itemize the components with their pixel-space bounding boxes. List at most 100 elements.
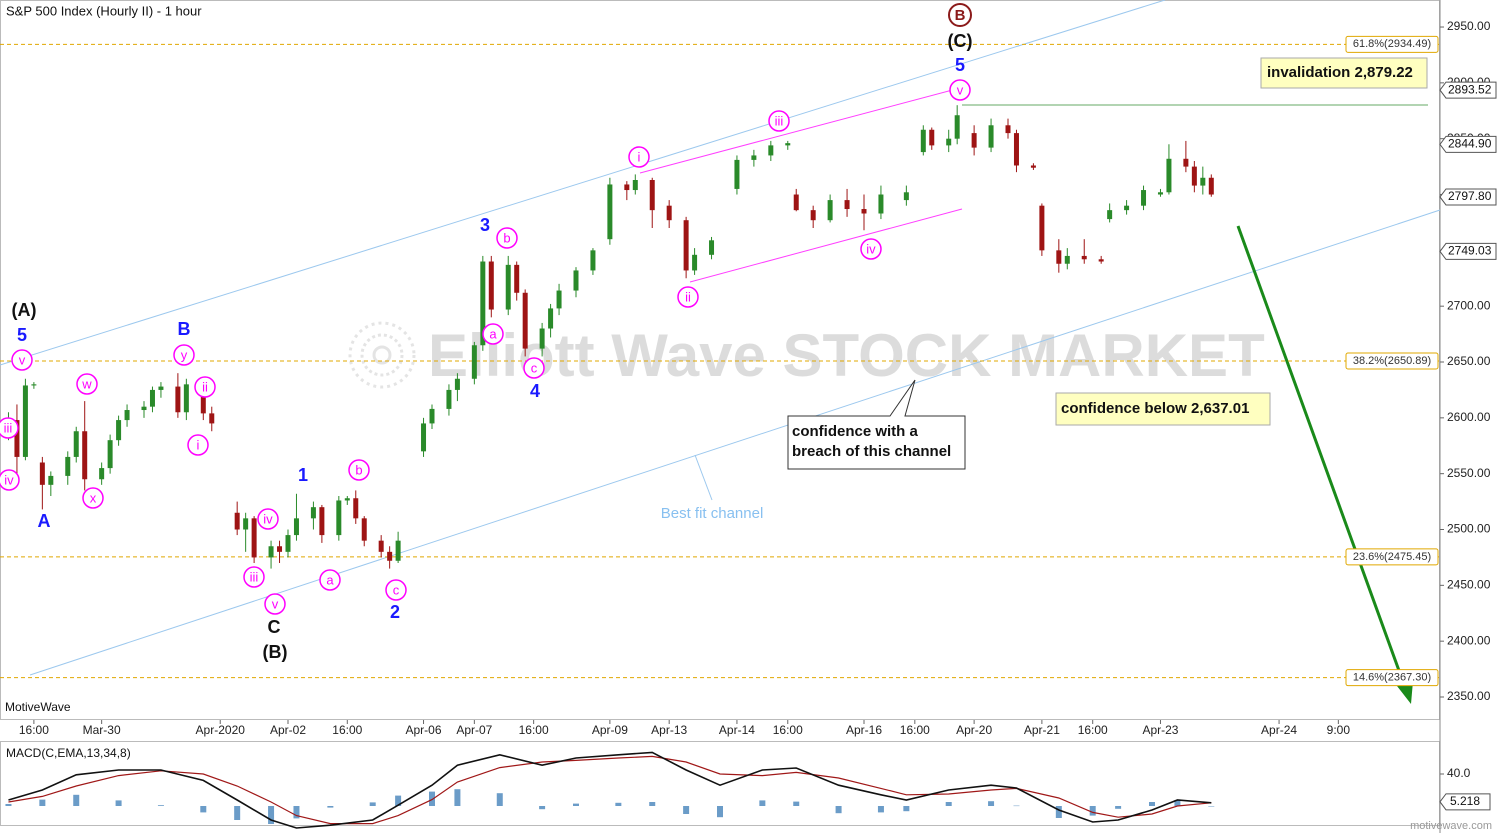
fib-label: 61.8%(2934.49)	[1353, 38, 1431, 50]
candle-body	[209, 413, 215, 424]
x-tick-label: Apr-2020	[196, 723, 246, 737]
candle-body	[1013, 133, 1019, 166]
candle-body	[48, 475, 54, 485]
candle-body	[624, 184, 630, 191]
candle-body	[1107, 210, 1113, 220]
wave-label-circle	[194, 376, 216, 398]
wave-label: 4	[530, 381, 540, 401]
candle-body	[1081, 255, 1087, 260]
fib-label: 14.6%(2367.30)	[1353, 672, 1431, 684]
wave-label-circle	[948, 3, 972, 27]
wave-label-circle	[257, 508, 279, 530]
x-tick-label: Apr-02	[270, 723, 306, 737]
candle-body	[73, 431, 79, 457]
watermark-logo	[360, 333, 404, 377]
watermark-text: Elliott Wave STOCK MARKET	[428, 322, 1265, 389]
y-tick-label: 2950.00	[1447, 19, 1491, 33]
macd-hist-bar	[988, 801, 995, 806]
macd-hist-bar	[1013, 805, 1020, 807]
candle-body	[1191, 166, 1197, 186]
price-tag	[1439, 242, 1497, 260]
footer: motivewave.com	[1410, 820, 1492, 832]
wave-label-circle	[0, 417, 19, 439]
candle-body	[988, 125, 994, 148]
candle-body	[683, 220, 689, 271]
wave-label: i	[638, 149, 641, 164]
wave-label: B	[955, 7, 966, 24]
fib-label: 38.2%(2650.89)	[1353, 355, 1431, 367]
candle-body	[971, 133, 977, 148]
fib-label-box	[1345, 669, 1439, 687]
macd-hist-bar	[1055, 806, 1062, 818]
candle-body	[251, 518, 257, 558]
candle-body	[175, 386, 181, 413]
wave-label: B	[178, 319, 191, 339]
candle-body	[827, 200, 833, 221]
macd-macd-line	[8, 751, 1212, 829]
candle-body	[768, 145, 774, 156]
wave-label: C	[268, 617, 281, 637]
callout-note: confidence with a	[792, 423, 919, 440]
candle-body	[844, 200, 850, 210]
macd-hist-bar	[903, 806, 910, 812]
x-tick-label: Apr-20	[956, 723, 992, 737]
candle-body	[1005, 125, 1011, 134]
candle-body	[488, 261, 494, 310]
axis-group: 2350.00 2400.00 2450.00 2500.00 2550.00 2600.…	[19, 19, 1497, 737]
wave-label-circle	[243, 566, 265, 588]
wave-label: A	[38, 511, 51, 531]
wave-label-circle	[11, 349, 33, 371]
wave-label: x	[90, 490, 97, 505]
wave-label-circle	[264, 593, 286, 615]
macd-hist-bar	[115, 800, 122, 806]
candle-body	[200, 384, 206, 414]
candle-body	[293, 518, 299, 536]
wave-label: w	[81, 376, 92, 391]
watermark-logo	[372, 345, 392, 365]
y-tick-label: 2500.00	[1447, 522, 1491, 536]
candle-body	[1064, 255, 1070, 264]
candle-body	[124, 410, 130, 421]
callout-box	[787, 379, 966, 470]
candle-body	[556, 290, 562, 309]
candle-body	[285, 535, 291, 552]
candle-body	[1124, 205, 1130, 211]
invalidation-note: invalidation 2,879.22	[1267, 64, 1413, 81]
annotation-group: (A)5viiiivAwxByiiiiviiivC(B)1abc23bac4ii…	[0, 3, 973, 662]
x-tick-label: Apr-24	[1261, 723, 1297, 737]
forecast-arrowhead	[1397, 681, 1413, 704]
candle-body	[268, 546, 274, 558]
candle-body	[861, 209, 867, 214]
wave-label-circle	[628, 146, 650, 168]
macd-hist-bar	[268, 806, 275, 824]
callout-note: breach of this channel	[792, 443, 951, 460]
candle-body	[336, 500, 342, 536]
candle-body	[1200, 177, 1206, 186]
wave-label: (B)	[263, 642, 288, 662]
wave-label-circle	[385, 579, 407, 601]
wave-label: c	[531, 360, 538, 375]
wave-label-circle	[482, 323, 504, 345]
candle-body	[319, 507, 325, 536]
wave-label-circle	[82, 487, 104, 509]
wave-label: ii	[202, 379, 208, 394]
x-tick-label: Mar-30	[83, 723, 121, 737]
candle-body	[446, 389, 452, 409]
y-tick-label: 2400.00	[1447, 633, 1491, 647]
x-tick-label: 16:00	[1078, 723, 1108, 737]
candle-body	[1056, 250, 1062, 264]
x-tick-label: Apr-23	[1142, 723, 1178, 737]
fib-label-box	[1345, 548, 1439, 566]
candle-body	[522, 292, 528, 349]
candle-body	[920, 129, 926, 153]
candle-body	[65, 456, 71, 476]
candle-body	[471, 345, 477, 379]
candle-body	[344, 498, 350, 501]
price-tag-label: 2844.90	[1448, 137, 1492, 151]
candle-body	[1030, 165, 1036, 168]
macd-hist-bar	[496, 793, 503, 806]
macd-hist-bar	[573, 803, 579, 806]
wave-label: v	[272, 596, 279, 611]
wave-label: ii	[685, 289, 691, 304]
y-tick-label: 2450.00	[1447, 578, 1491, 592]
